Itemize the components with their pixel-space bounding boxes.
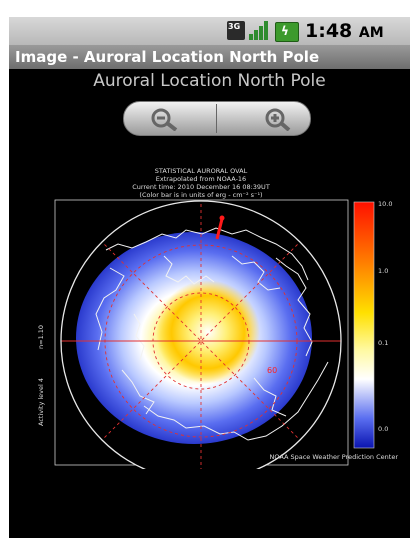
map-title-2: Extrapolated from NOAA-16 <box>156 175 246 183</box>
signal-strength-icon <box>249 21 269 40</box>
polar-disc <box>61 201 341 469</box>
3g-data-icon: 3G <box>227 21 245 40</box>
zoom-divider <box>216 104 217 133</box>
latitude-label: 60 <box>267 366 277 375</box>
map-side-label-1: n=1.10 <box>37 325 45 349</box>
zoom-control <box>123 101 311 136</box>
map-credit: NOAA Space Weather Prediction Center <box>269 453 398 461</box>
zoom-out-button[interactable] <box>124 102 216 135</box>
window-title-bar: Image - Auroral Location North Pole <box>9 45 410 69</box>
status-clock: 1:48 AM <box>305 20 384 42</box>
auroral-oval-map: STATISTICAL AURORAL OVAL Extrapolated fr… <box>37 167 398 469</box>
color-bar-label-3: 0.1 <box>378 339 388 347</box>
zoom-out-icon <box>151 108 178 131</box>
window-title: Image - Auroral Location North Pole <box>15 48 320 66</box>
battery-charging-icon: ϟ <box>275 22 299 42</box>
map-side-label-2: Activity level 4 <box>37 378 45 426</box>
map-title-4: (Color bar is in units of erg - cm⁻² s⁻¹… <box>139 191 262 199</box>
aurora-core <box>156 280 260 384</box>
clock-time: 1:48 <box>305 20 353 42</box>
clock-ampm: AM <box>358 25 384 41</box>
color-bar-label-2: 1.0 <box>378 267 388 275</box>
disc-outline <box>60 200 342 469</box>
network-type-label: 3G <box>228 22 241 31</box>
status-bar: 3G ϟ 1:48 AM <box>9 17 410 45</box>
continent-outlines <box>95 227 329 441</box>
map-title-1: STATISTICAL AURORAL OVAL <box>155 167 248 175</box>
latitude-grid <box>61 204 341 469</box>
map-title-3: Current time: 2010 December 16 08:39UT <box>132 183 270 191</box>
zoom-in-icon <box>265 108 291 131</box>
sun-direction-tip <box>219 215 225 221</box>
color-bar-label-4: 0.0 <box>378 425 388 433</box>
color-bar-label-1: 10.0 <box>378 200 392 208</box>
page-title: Auroral Location North Pole <box>93 71 326 91</box>
sun-direction-marker <box>215 218 224 240</box>
phone-screen: 3G ϟ 1:48 AM Image - Auroral Location No… <box>9 17 410 538</box>
zoom-in-button[interactable] <box>218 102 310 135</box>
color-bar <box>353 201 375 449</box>
